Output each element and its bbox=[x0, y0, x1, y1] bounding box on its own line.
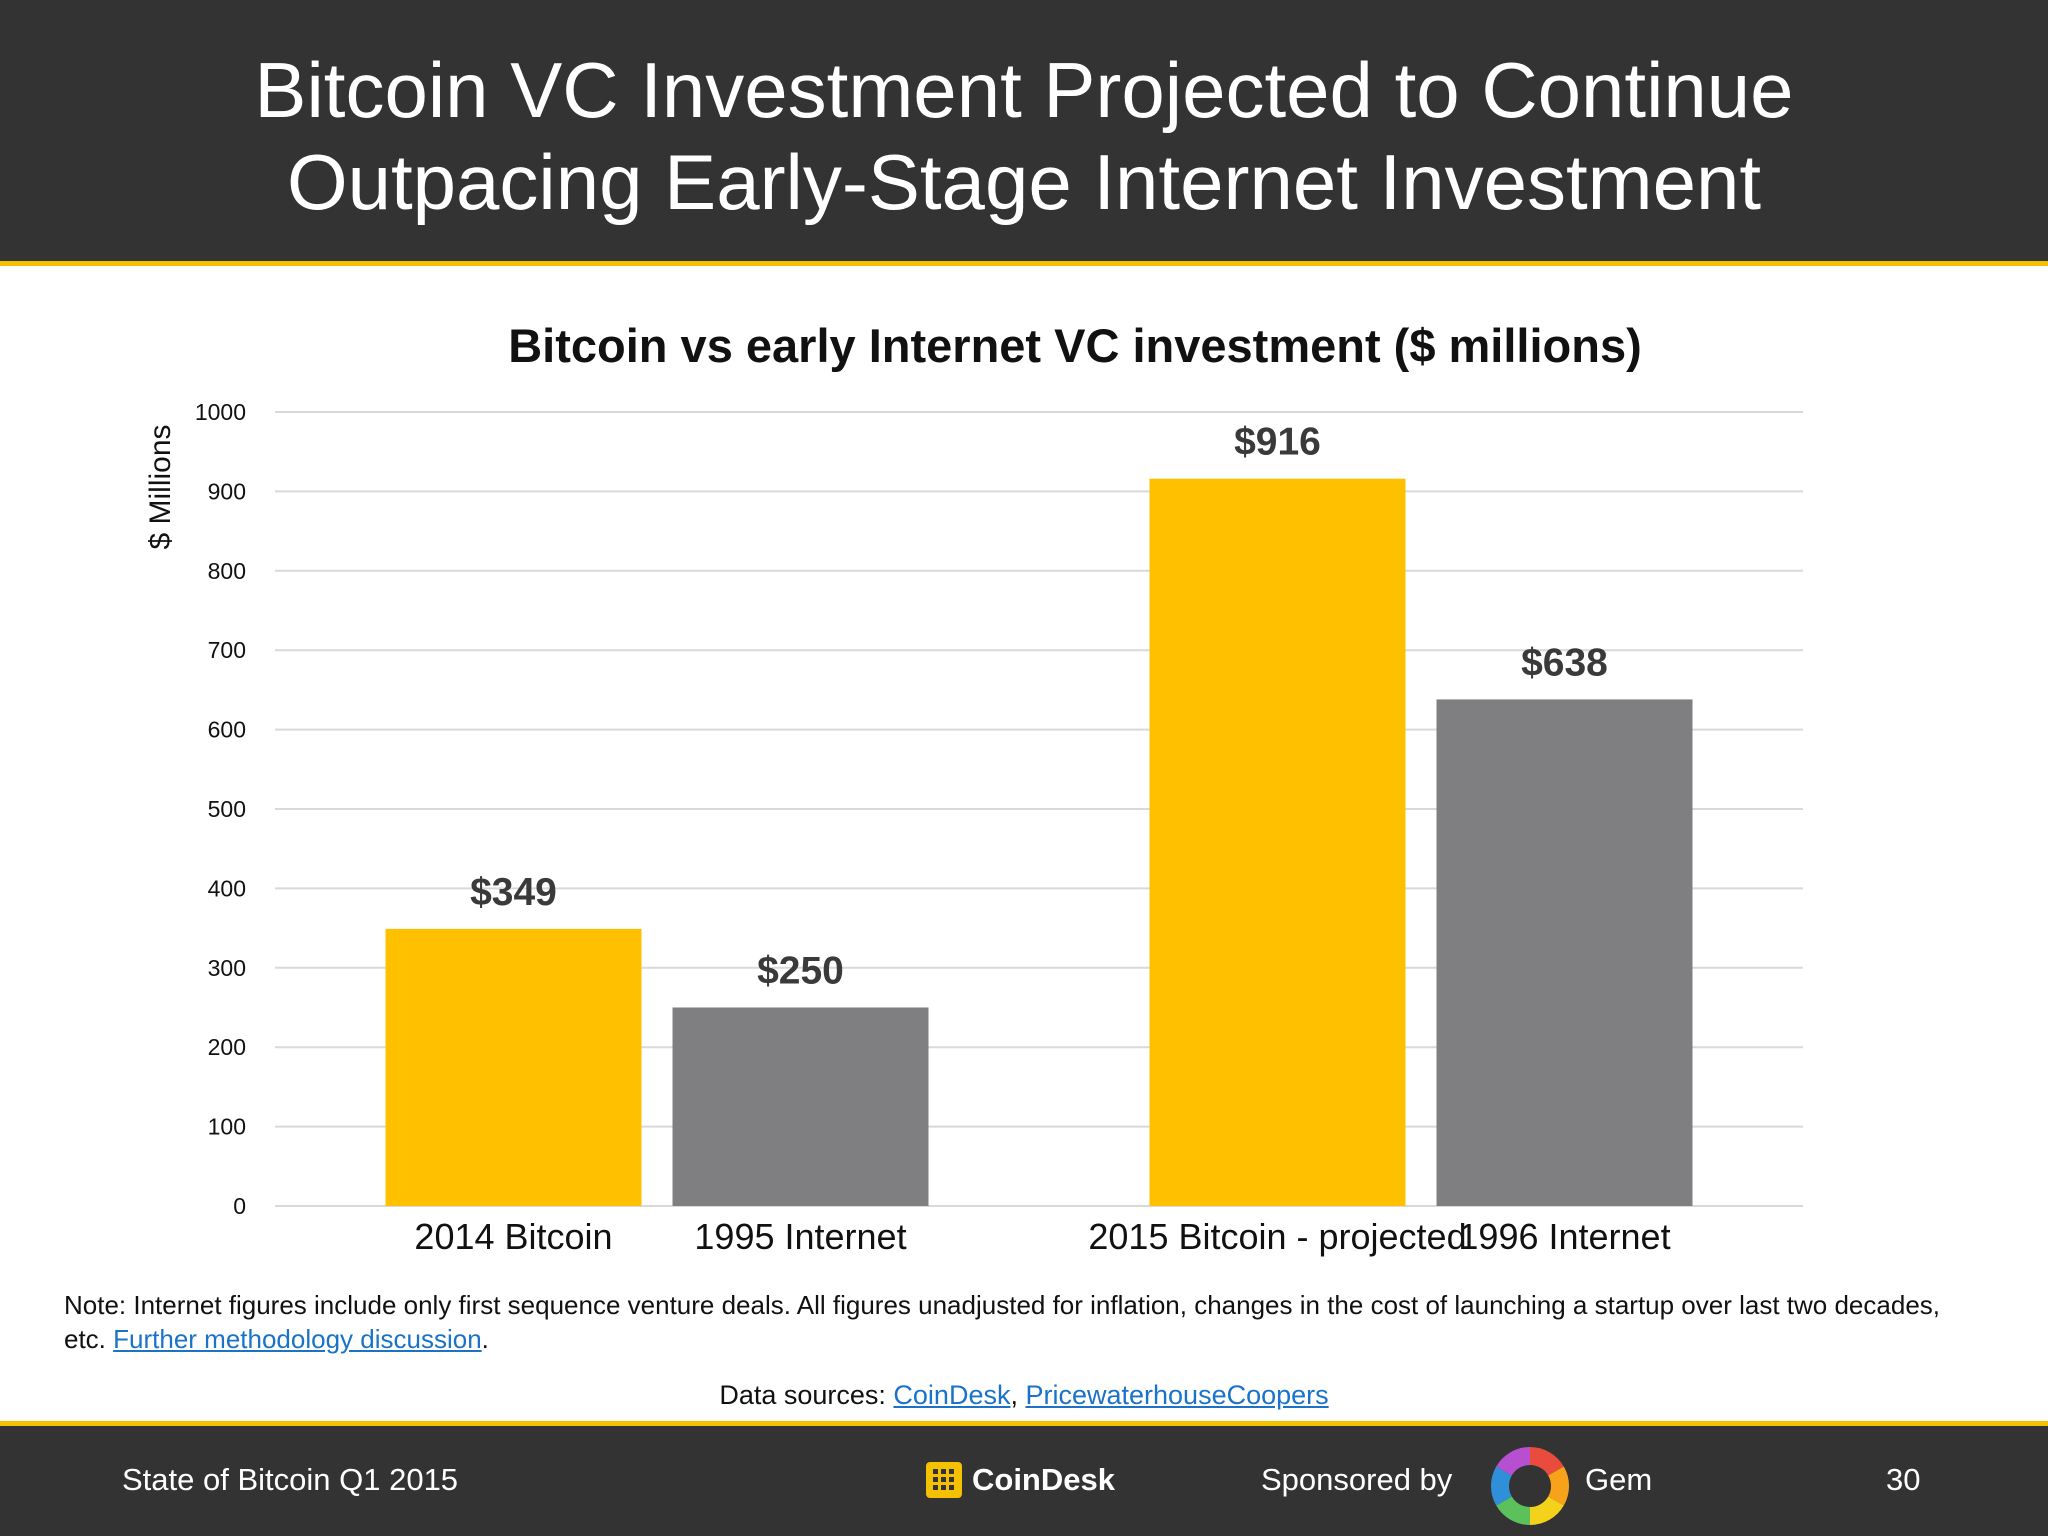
slide-footer: State of Bitcoin Q1 2015 CoinDesk Sponso… bbox=[0, 1421, 2048, 1536]
x-category-2014-bitcoin: 2014 Bitcoin bbox=[414, 1216, 612, 1257]
x-category-1996-internet: 1996 Internet bbox=[1458, 1216, 1670, 1257]
sources-label: Data sources: bbox=[719, 1380, 894, 1410]
y-tick-label-600: 600 bbox=[208, 717, 246, 743]
methodology-link[interactable]: Further methodology discussion bbox=[113, 1324, 482, 1354]
y-tick-label-800: 800 bbox=[208, 558, 246, 584]
slide-title-line-2: Outpacing Early-Stage Internet Investmen… bbox=[286, 138, 1762, 226]
slide-header: Bitcoin VC Investment Projected to Conti… bbox=[0, 0, 2048, 266]
bar-1996-internet bbox=[1436, 699, 1693, 1206]
y-tick-label-0: 0 bbox=[233, 1193, 246, 1219]
coindesk-logo-icon bbox=[926, 1462, 962, 1498]
y-tick-label-1000: 1000 bbox=[195, 399, 246, 425]
note-period: . bbox=[481, 1324, 489, 1354]
y-tick-label-400: 400 bbox=[208, 875, 246, 901]
note-text: Note: Internet figures include only firs… bbox=[64, 1290, 1940, 1354]
y-tick-label-200: 200 bbox=[208, 1034, 246, 1060]
data-label-1996-internet: $638 bbox=[1521, 641, 1608, 684]
slide-title: Bitcoin VC Investment Projected to Conti… bbox=[0, 44, 2048, 228]
pwc-source-link[interactable]: PricewaterhouseCoopers bbox=[1025, 1380, 1329, 1410]
y-axis-label: $ Millions bbox=[144, 424, 177, 549]
x-axis-categories: 2014 Bitcoin 1995 Internet 2015 Bitcoin - … bbox=[414, 1216, 1670, 1257]
data-label-2014-bitcoin: $349 bbox=[470, 871, 557, 914]
report-name: State of Bitcoin Q1 2015 bbox=[122, 1462, 459, 1497]
sponsor-name: Gem bbox=[1585, 1462, 1653, 1497]
y-tick-label-500: 500 bbox=[208, 796, 246, 822]
x-category-2015-bitcoin-projected: 2015 Bitcoin - projected bbox=[1088, 1216, 1466, 1257]
data-sources: Data sources: CoinDesk, PricewaterhouseC… bbox=[0, 1378, 2048, 1412]
data-labels: $349 $250 $916 $638 bbox=[470, 421, 1608, 993]
x-category-1995-internet: 1995 Internet bbox=[694, 1216, 906, 1257]
y-tick-label-300: 300 bbox=[208, 955, 246, 981]
slide-title-line-1: Bitcoin VC Investment Projected to Conti… bbox=[254, 46, 1794, 134]
bar-chart: Bitcoin vs early Internet VC investment … bbox=[144, 319, 1803, 1257]
bar-1995-internet bbox=[672, 1007, 929, 1206]
bars bbox=[385, 478, 1693, 1206]
methodology-note: Note: Internet figures include only firs… bbox=[64, 1288, 1954, 1356]
data-label-1995-internet: $250 bbox=[757, 950, 844, 993]
bar-2015-bitcoin-projected bbox=[1149, 478, 1406, 1206]
y-axis-ticks: 0 100 200 300 400 500 600 700 800 900 1000 bbox=[195, 399, 246, 1219]
y-tick-label-700: 700 bbox=[208, 637, 246, 663]
gem-logo-icon bbox=[1491, 1446, 1569, 1526]
y-tick-label-100: 100 bbox=[208, 1114, 246, 1140]
coindesk-source-link[interactable]: CoinDesk bbox=[893, 1380, 1011, 1410]
bar-2014-bitcoin bbox=[385, 928, 642, 1206]
y-tick-label-900: 900 bbox=[208, 478, 246, 504]
page-number: 30 bbox=[1886, 1462, 1921, 1497]
coindesk-logo-text: CoinDesk bbox=[972, 1462, 1115, 1497]
data-label-2015-bitcoin-projected: $916 bbox=[1234, 421, 1321, 464]
sponsored-by-label: Sponsored by bbox=[1261, 1462, 1453, 1497]
sources-separator: , bbox=[1010, 1380, 1026, 1410]
chart-title: Bitcoin vs early Internet VC investment … bbox=[508, 319, 1642, 372]
